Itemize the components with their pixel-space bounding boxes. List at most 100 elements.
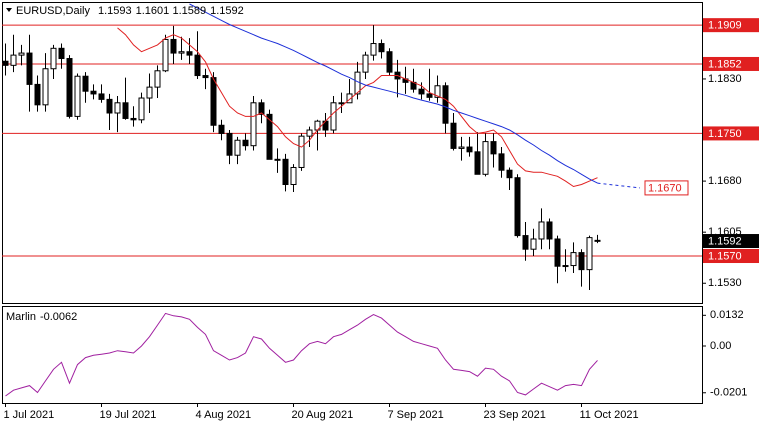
candle-body <box>162 38 169 72</box>
candle-body <box>562 265 569 268</box>
candle-body <box>26 52 33 85</box>
candle-body <box>426 93 433 98</box>
candle-body <box>458 146 465 149</box>
candle-body <box>482 141 489 175</box>
x-tick-label: 23 Sep 2021 <box>484 409 546 421</box>
main-plot <box>2 3 702 291</box>
indicator-current: -0.0062 <box>40 311 77 323</box>
candle-body <box>82 75 89 92</box>
candle-body <box>154 70 161 88</box>
header-high: 1.1601 <box>136 5 170 17</box>
level-label: 1.1570 <box>708 250 742 262</box>
candle-body <box>10 54 17 66</box>
candle-body <box>522 235 529 250</box>
candle-body <box>58 47 65 60</box>
y-tick-label: 1.1530 <box>708 277 742 289</box>
candle-body <box>450 122 457 149</box>
moving-average <box>117 27 598 188</box>
level-box <box>703 126 759 141</box>
candle-body <box>258 102 265 115</box>
symbol: EURUSD,Daily <box>16 5 90 17</box>
level-label: 1.1750 <box>708 128 742 140</box>
level-box <box>703 56 759 71</box>
candle-body <box>106 98 113 114</box>
candle-body <box>362 54 369 73</box>
x-tick-label: 1 Jul 2021 <box>4 409 55 421</box>
candle-body <box>370 43 377 56</box>
level-label: 1.1852 <box>708 58 742 70</box>
level-box <box>703 18 759 33</box>
candle-body <box>170 38 177 54</box>
candle-body <box>490 141 497 155</box>
header-close: 1.1592 <box>210 5 244 17</box>
level-box <box>703 249 759 264</box>
candle-body <box>282 158 289 186</box>
candle-body <box>538 221 545 240</box>
indicator-header: Marlin -0.0062 <box>6 311 77 323</box>
projection-box <box>644 180 689 196</box>
candle-body <box>338 102 345 105</box>
candle-body <box>434 85 441 98</box>
candle-body <box>218 124 225 134</box>
indicator-plot <box>5 312 598 397</box>
projection-label: 1.1670 <box>648 182 682 194</box>
candle-body <box>226 132 233 156</box>
candle-body <box>514 177 521 237</box>
candle-body <box>274 158 281 161</box>
candle-body <box>594 239 601 242</box>
x-tick-label: 11 Oct 2021 <box>580 409 639 421</box>
candle-body <box>90 90 97 95</box>
candle-body <box>98 93 105 100</box>
candle-body <box>34 83 41 106</box>
candle-body <box>442 85 449 124</box>
y-tick-label: -0.0201 <box>710 387 747 399</box>
candle-body <box>506 169 513 179</box>
candle-body <box>570 252 577 267</box>
candle-body <box>290 166 297 186</box>
main-panel <box>2 2 703 304</box>
y-tick-label: 1.1830 <box>708 73 742 85</box>
x-tick-label: 20 Aug 2021 <box>292 409 354 421</box>
candle-body <box>346 93 353 104</box>
candle-body <box>242 139 249 147</box>
candle-body <box>2 60 9 66</box>
candle-body <box>130 117 137 121</box>
level-label: 1.1909 <box>708 20 742 32</box>
indicator-panel <box>2 306 703 404</box>
header-open: 1.1593 <box>98 5 132 17</box>
candle-body <box>330 102 337 131</box>
candle-body <box>122 102 129 119</box>
indicator-line <box>5 312 598 397</box>
candle-body <box>418 88 425 95</box>
candle-body <box>66 58 73 117</box>
candle-body <box>466 146 473 153</box>
candle-body <box>554 238 561 267</box>
menu-arrow <box>6 8 12 12</box>
candle-body <box>306 129 313 137</box>
candle-body <box>578 252 585 271</box>
candle-body <box>210 77 217 126</box>
price-label: 1.1592 <box>708 235 742 247</box>
x-tick-label: 4 Aug 2021 <box>196 409 252 421</box>
candle-body <box>378 43 385 53</box>
moving-average <box>189 3 598 184</box>
price-box <box>703 234 759 249</box>
candle-body <box>114 102 121 114</box>
y-tick-label: 0.0132 <box>710 309 744 321</box>
chart-header: EURUSD,Daily 1.1593 1.1601 1.1589 1.1592 <box>16 5 244 17</box>
candle-body <box>138 97 145 121</box>
header-low: 1.1589 <box>172 5 206 17</box>
x-tick-label: 7 Sep 2021 <box>388 409 444 421</box>
candle-body <box>178 51 185 54</box>
candle-body <box>498 153 505 171</box>
candle-body <box>194 54 201 77</box>
candle-body <box>298 135 305 168</box>
candle-body <box>586 237 593 271</box>
x-tick-label: 19 Jul 2021 <box>100 409 157 421</box>
candle-body <box>186 51 193 56</box>
candle-body <box>266 113 273 160</box>
candle-body <box>42 68 49 106</box>
candle-body <box>146 86 153 99</box>
y-tick-label: 1.1680 <box>708 175 742 187</box>
